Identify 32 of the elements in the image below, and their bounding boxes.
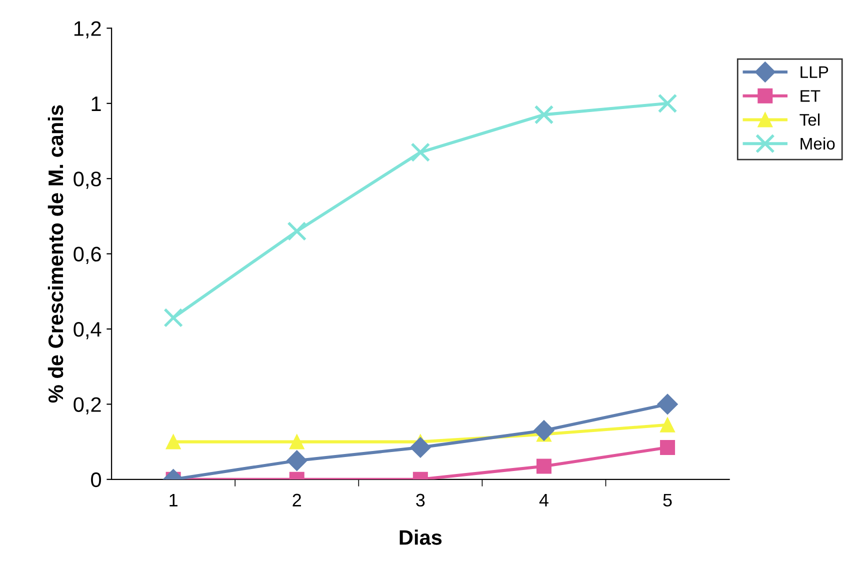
y-tick-label: 0	[91, 472, 102, 488]
x-tick-label: 1	[170, 494, 178, 506]
legend-label: Meio	[800, 137, 835, 150]
point	[657, 394, 678, 415]
x-tick-label: 3	[416, 494, 425, 507]
point	[660, 417, 676, 432]
y-tick-label: 0,8	[74, 172, 101, 189]
point	[410, 437, 431, 458]
legend-label: Tel	[800, 114, 820, 126]
y-tick-label: 0,2	[74, 397, 101, 414]
point	[658, 94, 678, 114]
point	[289, 434, 304, 450]
x-axis-title: Dias	[400, 530, 442, 545]
point	[536, 458, 552, 474]
x-tick-label: 2	[292, 494, 301, 506]
point	[286, 450, 308, 471]
point	[534, 420, 554, 441]
x-tick-label: 4	[539, 494, 548, 506]
point	[534, 104, 554, 124]
y-tick-label: 0,6	[74, 246, 101, 264]
y-tick-label: 1,2	[74, 21, 101, 38]
point	[287, 222, 307, 241]
legend-label: LLP	[800, 66, 828, 78]
point	[660, 440, 676, 455]
y-tick-label: 0,4	[74, 322, 102, 340]
point	[166, 434, 181, 450]
y-axis-title: % de Crescimento de M. canis	[48, 105, 64, 403]
y-tick-label: 1	[92, 96, 101, 111]
x-tick-label: 5	[663, 494, 672, 507]
point	[410, 142, 430, 162]
legend-label: ET	[800, 90, 820, 102]
point	[164, 308, 184, 328]
